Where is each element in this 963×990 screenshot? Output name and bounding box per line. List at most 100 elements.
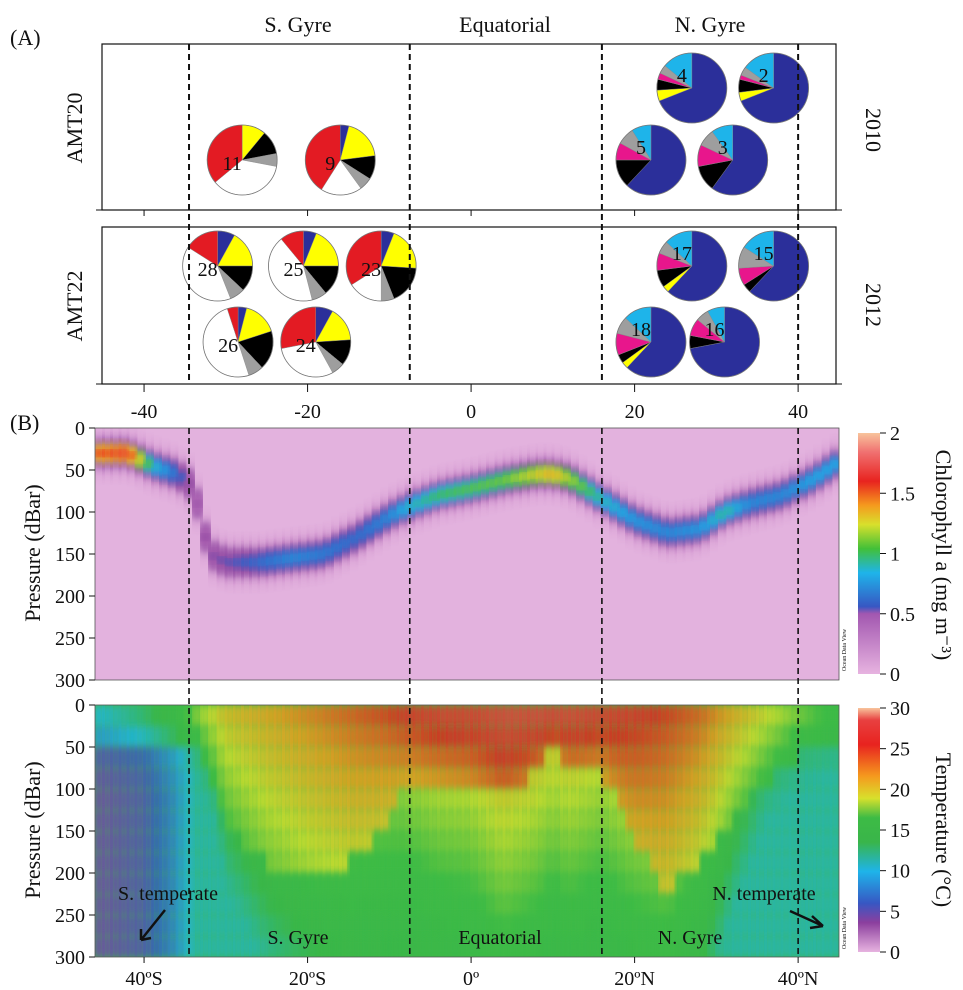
chlorophyll-band-cell (274, 557, 285, 563)
temperature-cell (307, 726, 317, 748)
temperature-cell (830, 768, 839, 790)
temperature-cell (503, 831, 513, 853)
temperature-cell (421, 789, 432, 811)
temperature-cell (208, 768, 219, 790)
temperature-cell (298, 831, 309, 853)
temperature-cell (748, 747, 759, 769)
temperature-cell (258, 894, 268, 916)
temperature-cell (781, 705, 791, 727)
temperature-cell (119, 810, 129, 832)
temperature-cell (258, 726, 268, 748)
temperature-cell (364, 915, 374, 937)
temperature-cell (110, 915, 121, 937)
temperature-cell (217, 810, 227, 832)
temperature-cell (413, 894, 424, 916)
temperature-cell (249, 768, 260, 790)
temperature-cell (217, 831, 227, 853)
temperature-cell (813, 873, 824, 895)
temperature-cell (437, 852, 448, 874)
chlorophyll-y-label: Pressure (dBar) (20, 484, 45, 621)
chlorophyll-band-cell (789, 486, 800, 492)
chlorophyll-band-cell (208, 553, 219, 559)
temperature-cell (756, 705, 767, 727)
temperature-cell (200, 705, 211, 727)
temperature-cell (388, 768, 399, 790)
temperature-cell (462, 873, 473, 895)
panel-b-label: (B) (10, 410, 39, 435)
temperature-cell (446, 831, 456, 853)
region-label-s-gyre: S. Gyre (267, 927, 328, 949)
temperature-cell (552, 705, 563, 727)
temperature-cell (781, 810, 791, 832)
chlorophyll-band-cell (740, 502, 751, 508)
chlorophyll-band-cell (470, 484, 481, 490)
temperature-cell (642, 747, 652, 769)
temperature-cell (789, 873, 800, 895)
temperature-cell (151, 894, 162, 916)
temperature-cell (413, 873, 424, 895)
temperature-cell (429, 705, 440, 727)
temperature-cell (748, 789, 759, 811)
chlorophyll-band-cell (781, 490, 791, 496)
pie-station-label: 26 (218, 335, 238, 357)
temperature-cell (535, 894, 546, 916)
temperature-cell (266, 831, 276, 853)
temperature-cell (462, 789, 473, 811)
temperature-cell (241, 915, 252, 937)
temperature-cell (347, 768, 358, 790)
temperature-cell (364, 789, 374, 811)
pie-outline (615, 124, 687, 196)
temperature-cell (527, 894, 538, 916)
temperature-cell (274, 789, 285, 811)
temperature-cell (397, 789, 407, 811)
temperature-cell (241, 852, 252, 874)
temperature-cell (307, 852, 317, 874)
temperature-cell (666, 747, 677, 769)
temperature-cell (413, 705, 424, 727)
temperature-cell (462, 894, 473, 916)
temperature-cell (625, 810, 636, 832)
temperature-cell (495, 936, 505, 957)
temperature-cell (527, 768, 538, 790)
temperature-cell (732, 705, 742, 727)
pie-station-label: 16 (705, 319, 725, 341)
temperature-cell (797, 915, 808, 937)
temperature-cell (143, 831, 154, 853)
temperature-cell (298, 894, 309, 916)
temperature-cell (437, 915, 448, 937)
temperature-cell (764, 936, 775, 957)
temperature-cell (568, 726, 579, 748)
temperature-cell (568, 852, 579, 874)
temperature-cell (339, 873, 350, 895)
temperature-cell (95, 873, 105, 895)
temperature-cell (724, 810, 734, 832)
temperature-cell (241, 831, 252, 853)
temperature-cell (478, 936, 489, 957)
temperature-cell (773, 705, 783, 727)
temperature-cell (274, 894, 285, 916)
temperature-cell (781, 747, 791, 769)
temperature-cell (339, 831, 350, 853)
temperature-cell (233, 852, 244, 874)
temperature-cell (347, 747, 358, 769)
colorbar-tick-label: 20 (890, 779, 910, 801)
temperature-cell (601, 852, 612, 874)
temperature-cell (535, 831, 546, 853)
chlorophyll-band-cell (552, 472, 563, 478)
temperature-cell (347, 915, 358, 937)
chlorophyll-band-cell (625, 515, 636, 521)
temperature-cell (724, 768, 734, 790)
temperature-cell (364, 705, 374, 727)
x-tick-label: -40 (131, 401, 158, 423)
temperature-cell (609, 915, 620, 937)
temperature-cell (397, 810, 407, 832)
temperature-cell (756, 936, 767, 957)
temperature-cell (552, 810, 563, 832)
temperature-cell (634, 936, 644, 957)
temperature-cell (756, 894, 767, 916)
temperature-cell (568, 936, 579, 957)
temperature-cell (225, 831, 235, 853)
temperature-cell (486, 747, 497, 769)
temperature-cell (200, 768, 211, 790)
temperature-cell (748, 873, 759, 895)
